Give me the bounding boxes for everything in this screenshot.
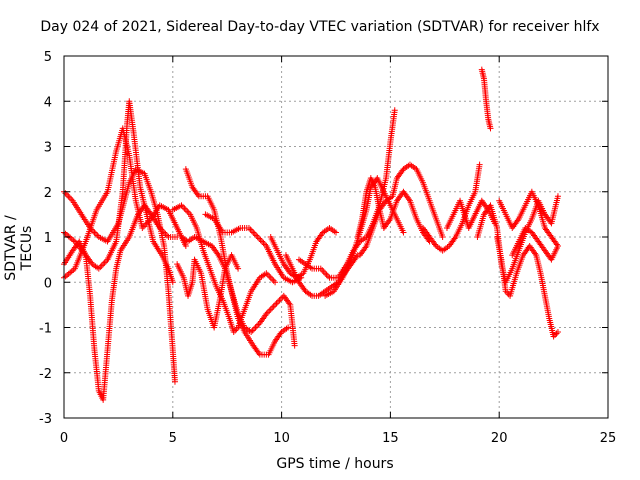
x-tick-label: 5	[169, 431, 177, 446]
data-point	[554, 329, 561, 336]
data-point	[391, 107, 398, 114]
series-track-2	[61, 98, 176, 286]
data-point	[179, 203, 186, 210]
chart-title: Day 024 of 2021, Sidereal Day-to-day VTE…	[40, 19, 600, 35]
data-point	[169, 279, 176, 286]
x-tick-label: 0	[60, 431, 68, 446]
y-axis-label: SDTVAR / TECUs	[3, 215, 35, 281]
series-track-3	[61, 202, 181, 403]
data-point	[320, 268, 327, 275]
data-point	[257, 237, 264, 244]
data-point	[91, 229, 98, 236]
data-point	[184, 208, 191, 215]
data-point	[145, 218, 152, 225]
data-point	[101, 259, 108, 266]
grid	[64, 56, 608, 418]
series-track-13	[322, 175, 407, 299]
data-point	[248, 227, 255, 234]
data-point	[235, 265, 242, 272]
data-point	[267, 306, 274, 313]
data-point	[251, 230, 258, 237]
y-tick-label: 4	[44, 95, 52, 110]
y-tick-label: -2	[39, 367, 52, 382]
series-track-10	[267, 224, 339, 281]
series-track-9	[202, 211, 305, 286]
data-point	[259, 238, 266, 245]
data-point	[254, 234, 261, 240]
data-point	[400, 229, 407, 236]
data-point	[267, 274, 274, 281]
data-point	[322, 270, 329, 277]
data-point	[250, 229, 257, 236]
data-point	[319, 267, 326, 274]
series-track-20	[496, 188, 561, 250]
data-point	[247, 226, 254, 233]
x-tick-label: 25	[600, 431, 617, 446]
data-point	[554, 243, 561, 250]
x-axis-label: GPS time / hours	[276, 456, 394, 472]
data-point	[269, 304, 276, 311]
data-point	[476, 161, 483, 168]
data-point	[285, 324, 292, 331]
x-tick-label: 15	[382, 431, 399, 446]
y-tick-label: 5	[44, 50, 52, 65]
axis-ticks: 0 5 10 15 20 25 -3 -2 -1 0 1 2 3 4 5	[39, 50, 616, 446]
data-point	[182, 243, 189, 250]
data-point	[260, 240, 267, 247]
series-track-22	[509, 224, 561, 263]
data-points	[61, 66, 561, 403]
series-track-1	[61, 166, 178, 385]
data-point	[270, 277, 277, 284]
data-point	[162, 230, 169, 237]
data-point	[66, 194, 73, 201]
series-track-21	[494, 234, 561, 340]
data-point	[97, 264, 104, 271]
series-track-16	[420, 161, 483, 254]
data-point	[252, 324, 259, 331]
data-point	[439, 234, 446, 240]
data-point	[182, 206, 189, 213]
x-tick-label: 20	[491, 431, 508, 446]
data-point	[65, 193, 72, 200]
y-tick-label: 3	[44, 141, 52, 156]
data-point	[273, 300, 280, 307]
data-point	[264, 271, 271, 278]
y-tick-label: 0	[44, 276, 52, 291]
data-point	[274, 298, 281, 305]
data-point	[171, 378, 178, 385]
data-point	[333, 229, 339, 236]
y-tick-label: 1	[44, 231, 52, 246]
data-point	[266, 307, 273, 314]
data-point	[487, 125, 494, 132]
data-point	[270, 303, 277, 310]
series-track-7	[178, 234, 298, 349]
data-point	[553, 330, 560, 337]
data-point	[256, 235, 263, 242]
data-point	[323, 271, 330, 278]
data-point	[62, 190, 69, 197]
data-point	[269, 276, 276, 283]
series-track-8	[169, 202, 279, 336]
data-point	[63, 191, 70, 198]
data-point	[92, 230, 99, 237]
series-track-15	[356, 161, 446, 259]
series-track-18	[478, 66, 494, 132]
data-point	[291, 342, 298, 349]
data-point	[554, 193, 561, 200]
data-point	[272, 279, 279, 286]
series-track-4	[61, 125, 189, 281]
data-point	[253, 322, 260, 329]
data-point	[253, 232, 260, 239]
series-track-11	[282, 252, 361, 299]
x-tick-label: 10	[273, 431, 290, 446]
data-point	[249, 327, 256, 334]
data-point	[100, 261, 107, 268]
y-tick-label: -1	[39, 322, 52, 337]
data-point	[325, 273, 332, 280]
y-tick-label: 2	[44, 186, 52, 201]
data-point	[272, 301, 279, 308]
y-tick-label: -3	[39, 412, 52, 427]
